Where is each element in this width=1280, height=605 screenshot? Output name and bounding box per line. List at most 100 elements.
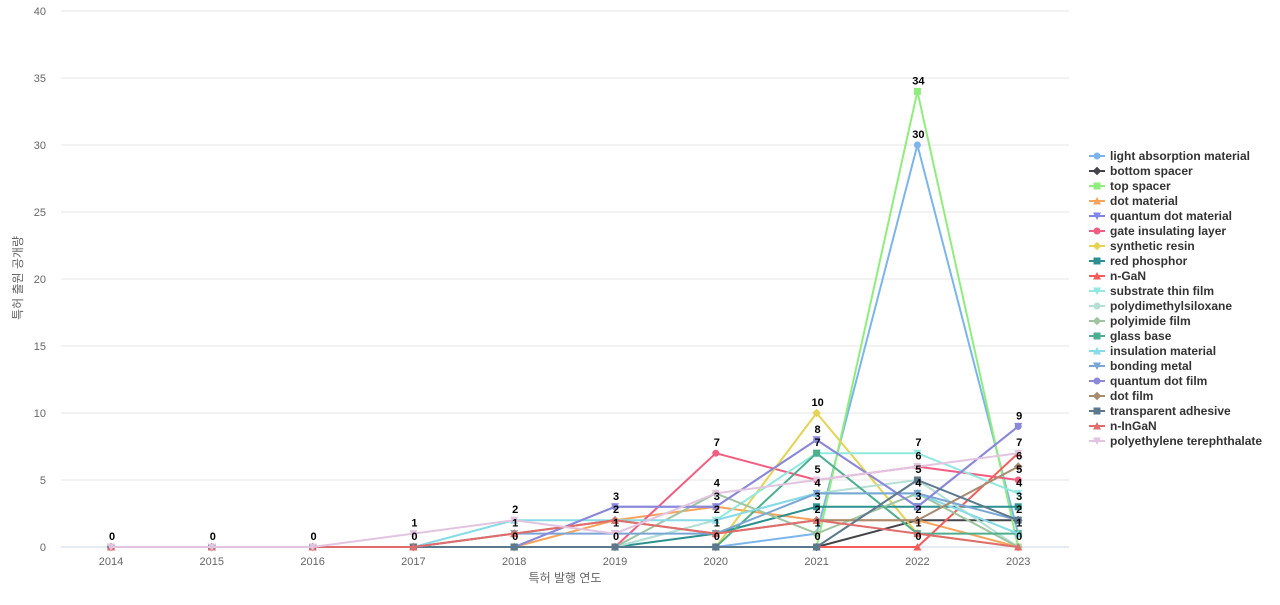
data-label: 3 — [915, 491, 921, 503]
legend-swatch-marker — [1093, 287, 1101, 295]
legend-swatch-marker — [1093, 197, 1101, 205]
legend-label: polyethylene terephthalate — [1110, 434, 1262, 448]
data-label: 1 — [613, 518, 619, 530]
data-point — [812, 476, 821, 484]
data-point — [308, 543, 317, 551]
data-point — [812, 516, 821, 524]
legend-swatch-marker — [1093, 362, 1101, 370]
x-tick-label: 2021 — [804, 556, 828, 568]
legend-item[interactable]: polyethylene terephthalate — [1089, 434, 1262, 448]
legend-item[interactable]: red phosphor — [1089, 254, 1188, 268]
data-label: 0 — [915, 531, 921, 543]
legend-item[interactable]: dot film — [1089, 389, 1153, 403]
legend-item[interactable]: insulation material — [1089, 344, 1216, 358]
data-point — [913, 503, 921, 511]
data-labels: 0 0 01021032107432101087543210343076543210… — [109, 75, 1023, 543]
legend-item[interactable]: quantum dot film — [1089, 374, 1207, 388]
legend-label: bonding metal — [1110, 359, 1192, 373]
series-15 — [107, 422, 1022, 551]
legend-item[interactable]: synthetic resin — [1089, 239, 1195, 253]
data-label: 0 — [210, 531, 216, 543]
legend-swatch-marker — [1093, 257, 1101, 265]
legend-item[interactable]: transparent adhesive — [1089, 404, 1231, 418]
data-point — [913, 529, 922, 538]
data-label: 3 — [714, 491, 720, 503]
data-point — [510, 529, 519, 538]
legend-item[interactable]: substrate thin film — [1089, 284, 1214, 298]
legend-item[interactable]: quantum dot material — [1089, 209, 1232, 223]
legend-label: quantum dot film — [1110, 374, 1207, 388]
data-point — [913, 463, 922, 471]
data-label: 7 — [714, 437, 720, 449]
legend-swatch-marker — [1093, 377, 1101, 385]
legend-label: synthetic resin — [1110, 239, 1195, 253]
x-tick-label: 2020 — [704, 556, 728, 568]
y-tick-label: 20 — [34, 274, 46, 286]
series-line — [111, 90, 1020, 548]
data-point — [913, 449, 922, 458]
series-4 — [107, 422, 1023, 551]
data-point — [913, 489, 922, 498]
data-label: 9 — [1016, 410, 1022, 422]
data-point — [107, 543, 115, 551]
legend-label: red phosphor — [1110, 254, 1188, 268]
series-8 — [107, 449, 1023, 551]
y-tick-label: 30 — [34, 140, 46, 152]
data-point — [712, 503, 720, 511]
data-point — [611, 543, 619, 551]
data-label: 3 — [1016, 491, 1022, 503]
data-point — [611, 503, 619, 511]
legend-swatch-marker — [1092, 166, 1102, 176]
data-point — [510, 516, 519, 525]
data-label: 2 — [512, 504, 518, 516]
data-label: 0 — [109, 531, 115, 543]
y-tick-label: 5 — [40, 475, 46, 487]
legend-item[interactable]: glass base — [1089, 329, 1172, 343]
data-point — [913, 543, 922, 551]
legend-item[interactable]: polydimethylsiloxane — [1089, 299, 1232, 313]
legend-item[interactable]: n-GaN — [1089, 269, 1146, 283]
data-label: 3 — [613, 491, 619, 503]
legend-item[interactable]: bottom spacer — [1089, 164, 1193, 178]
legend-item[interactable]: bonding metal — [1089, 359, 1192, 373]
x-axis-title: 특허 발행 연도 — [529, 570, 602, 585]
data-point — [1014, 489, 1023, 498]
y-tick-label: 40 — [34, 6, 46, 18]
x-tick-label: 2014 — [99, 556, 123, 568]
data-label: 2 — [613, 504, 619, 516]
x-tick-label: 2016 — [300, 556, 324, 568]
data-point — [712, 449, 720, 457]
legend-swatch-marker — [1093, 347, 1101, 355]
x-tick-label: 2023 — [1006, 556, 1030, 568]
legend-item[interactable]: polyimide film — [1089, 314, 1191, 328]
data-label: 1 — [512, 518, 518, 530]
legend-item[interactable]: gate insulating layer — [1089, 224, 1226, 238]
legend-label: n-GaN — [1110, 269, 1146, 283]
data-point — [813, 449, 821, 457]
data-point — [1014, 449, 1023, 458]
data-label: 0 — [714, 531, 720, 543]
legend-item[interactable]: top spacer — [1089, 179, 1171, 193]
y-axis-title: 특허 출원 공개량 — [11, 236, 25, 320]
legend-swatch-marker — [1092, 391, 1102, 401]
legend-swatch-marker — [1093, 272, 1101, 280]
legend-item[interactable]: n-InGaN — [1089, 419, 1157, 433]
data-label: 2 — [915, 504, 921, 516]
data-label: 5 — [915, 464, 921, 476]
data-point — [913, 141, 921, 149]
legend-label: transparent adhesive — [1110, 404, 1231, 418]
legend-item[interactable]: light absorption material — [1089, 149, 1250, 163]
data-point — [813, 543, 821, 551]
data-label: 0 — [815, 531, 821, 543]
y-tick-label: 0 — [40, 542, 46, 554]
series-2 — [107, 87, 1022, 551]
data-label: 1 — [915, 518, 921, 530]
legend-item[interactable]: dot material — [1089, 194, 1178, 208]
data-label: 1 — [1016, 518, 1022, 530]
series-10 — [107, 476, 1022, 551]
data-label: 30 — [912, 129, 924, 141]
legend-swatch-marker — [1093, 407, 1101, 415]
y-axis-ticks: 0 5 10 15 20 25 30 35 40 — [34, 6, 46, 554]
data-point — [611, 530, 619, 538]
